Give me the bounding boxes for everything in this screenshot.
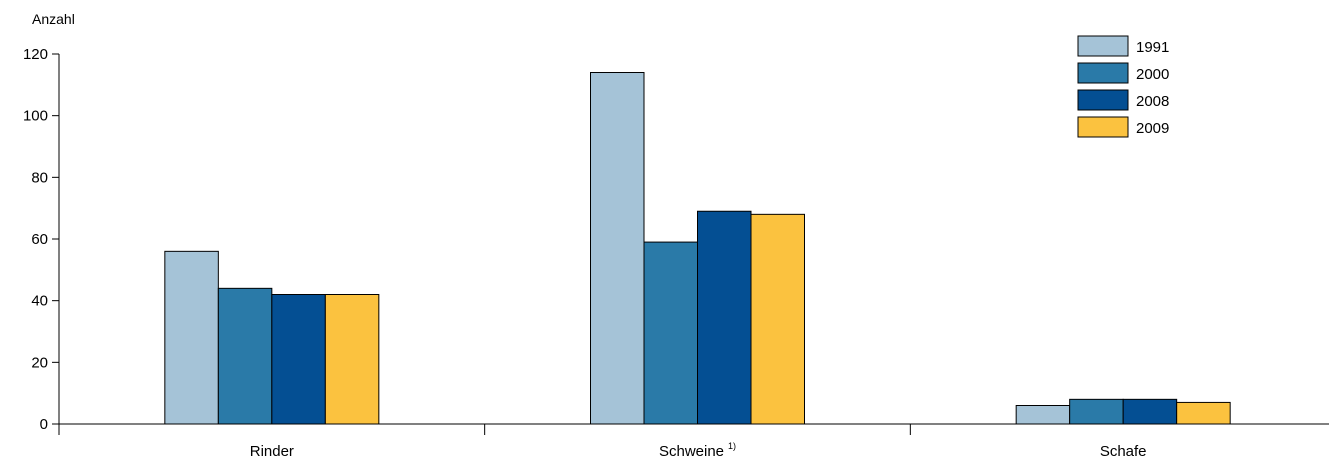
category-label: Rinder [250, 443, 294, 460]
legend: 1991 2000 2008 2009 [1077, 35, 1169, 138]
bars [164, 72, 1231, 425]
y-tick-label: 40 [31, 293, 48, 310]
y-tick-label: 0 [40, 416, 48, 433]
bar-2000-schweine [643, 241, 698, 425]
bar-2008-schafe [1122, 398, 1178, 425]
bar-1991-schafe [1015, 405, 1071, 425]
bar-2008-schweine [697, 210, 752, 425]
category-label: Schweine 1) [659, 441, 736, 460]
legend-label-1991: 1991 [1136, 39, 1169, 56]
y-tick-label: 100 [23, 108, 48, 125]
y-tick-label: 120 [23, 46, 48, 63]
bar-1991-schweine [590, 72, 645, 425]
legend-swatch-2009 [1077, 116, 1129, 138]
bar-2008-rinder [271, 294, 326, 425]
category-label: Schafe [1100, 443, 1147, 460]
bar-2009-rinder [324, 294, 380, 425]
y-tick-label: 60 [31, 231, 48, 248]
y-tick-label: 80 [31, 169, 48, 186]
bar-2009-schafe [1176, 401, 1231, 425]
legend-swatch-2008 [1077, 89, 1129, 111]
legend-swatch-1991 [1077, 35, 1129, 57]
y-tick-label: 20 [31, 354, 48, 371]
bar-1991-rinder [164, 250, 219, 425]
legend-swatch-2000 [1077, 62, 1129, 84]
bar-2000-schafe [1069, 398, 1124, 425]
y-axis-label: Anzahl [32, 11, 75, 27]
legend-label-2009: 2009 [1136, 120, 1169, 137]
legend-label-2008: 2008 [1136, 93, 1169, 110]
bar-2000-rinder [217, 287, 273, 425]
legend-label-2000: 2000 [1136, 66, 1169, 83]
category-labels: Rinder Schweine 1) Schafe [250, 441, 1147, 460]
bar-2009-schweine [750, 213, 805, 425]
